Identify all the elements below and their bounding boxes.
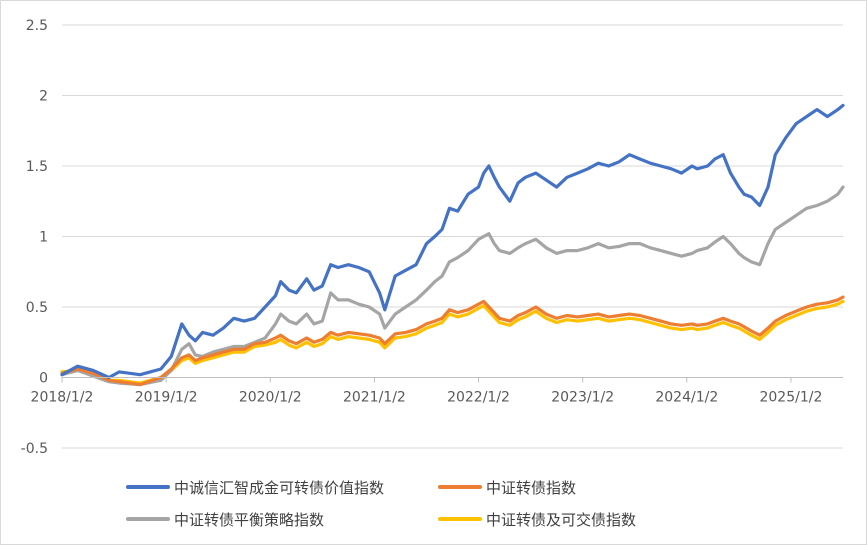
- x-axis-ticks: 2018/1/2 2019/1/2 2020/1/2 2021/1/2 2022/1/2…: [31, 377, 822, 406]
- x-tick-label: 2021/1/2: [343, 390, 406, 406]
- legend-label-0: 中诚信汇智成金可转债价值指数: [174, 479, 384, 497]
- series-line-1: [60, 295, 845, 387]
- x-tick-label: 2022/1/2: [447, 390, 510, 406]
- legend-label-3: 中证转债及可交债指数: [486, 511, 636, 529]
- y-tick-label: 0: [39, 371, 48, 387]
- series-line-3: [60, 299, 845, 385]
- y-tick-label: 1: [39, 230, 48, 246]
- y-tick-label: -0.5: [21, 441, 48, 457]
- series-line-2: [60, 185, 845, 387]
- y-tick-label: 1.5: [26, 159, 48, 175]
- x-tick-label: 2024/1/2: [655, 390, 718, 406]
- gridlines: [62, 24, 843, 449]
- series-lines: [60, 103, 845, 387]
- legend-label-1: 中证转债指数: [486, 479, 576, 497]
- y-tick-label: 2.5: [26, 18, 48, 34]
- y-tick-label: 2: [39, 89, 48, 105]
- y-axis-ticks: 2.5 2 1.5 1 0.5 0 -0.5: [21, 18, 48, 457]
- series-line-0: [60, 103, 845, 380]
- legend-label-2: 中证转债平衡策略指数: [174, 511, 324, 529]
- x-tick-label: 2019/1/2: [135, 390, 198, 406]
- y-tick-label: 0.5: [26, 300, 48, 316]
- x-tick-label: 2020/1/2: [239, 390, 302, 406]
- x-tick-label: 2018/1/2: [31, 390, 94, 406]
- x-tick-label: 2025/1/2: [759, 390, 822, 406]
- x-tick-label: 2023/1/2: [551, 390, 614, 406]
